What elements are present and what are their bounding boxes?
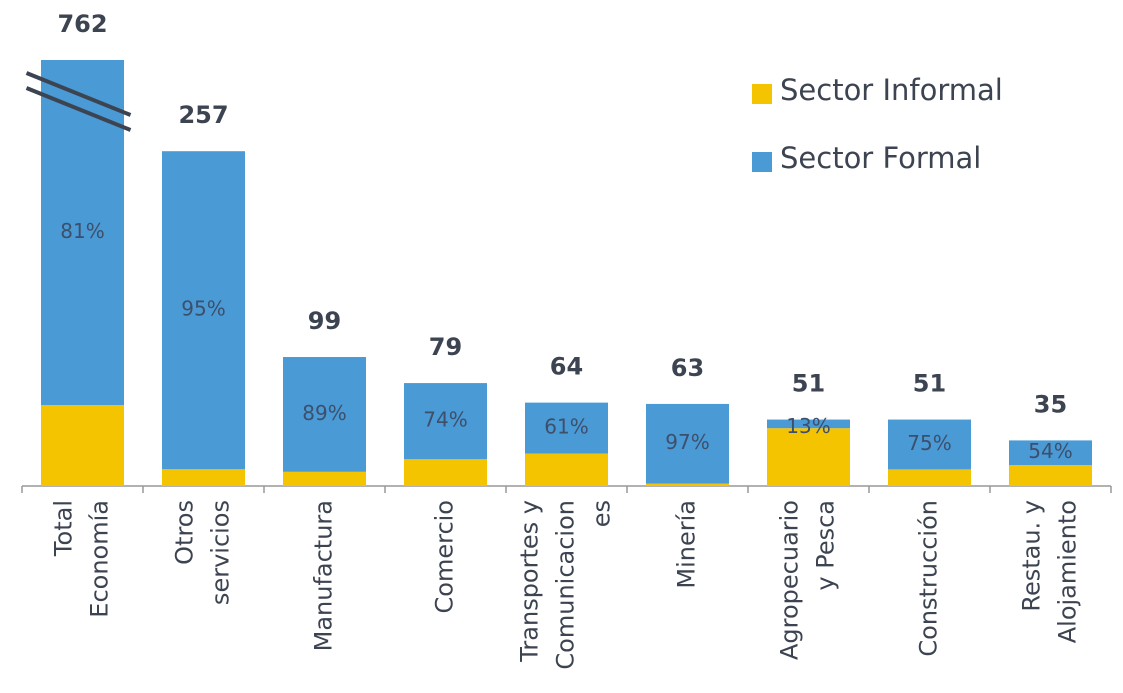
x-tick-label: y Pesca <box>812 500 840 591</box>
share-label: 75% <box>907 431 951 455</box>
x-tick-label: Agropecuario <box>776 500 804 660</box>
bar-segment <box>283 471 366 486</box>
share-label: 74% <box>423 408 467 432</box>
total-label: 257 <box>178 101 228 129</box>
bar-segment <box>162 151 245 470</box>
share-label: 61% <box>544 415 588 439</box>
bar-segment <box>404 459 487 486</box>
bar-segment <box>525 453 608 486</box>
x-tick-label: Comercio <box>431 500 459 613</box>
x-tick-label: Alojamiento <box>1054 500 1082 643</box>
x-tick-label: Manufactura <box>310 500 338 651</box>
share-label: 13% <box>786 414 830 438</box>
total-label: 51 <box>792 370 825 398</box>
x-tick-label: Total <box>50 500 78 557</box>
x-tick-label: servicios <box>207 500 235 605</box>
x-tick-label: Minería <box>673 500 701 589</box>
x-tick-label: Comunicacion <box>552 500 580 670</box>
bar-segment <box>404 383 487 460</box>
share-label: 97% <box>665 430 709 454</box>
total-label: 99 <box>308 307 341 335</box>
bar-segment <box>767 428 850 486</box>
share-label: 89% <box>302 401 346 425</box>
bar-segment <box>1009 465 1092 486</box>
legend-label: Sector Informal <box>780 73 1003 107</box>
axis-break <box>25 86 132 132</box>
total-label: 64 <box>550 353 583 381</box>
total-label: 35 <box>1034 390 1067 418</box>
legend-label: Sector Formal <box>780 141 981 175</box>
bar-segment <box>646 483 729 486</box>
bar-segment <box>525 402 608 454</box>
x-tick-label: Economía <box>86 500 114 618</box>
bar-segment <box>888 419 971 470</box>
legend-swatch <box>752 152 772 172</box>
bar-segment <box>283 357 366 472</box>
share-label: 81% <box>60 219 104 243</box>
share-label: 95% <box>181 297 225 321</box>
total-label: 51 <box>913 370 946 398</box>
x-tick-label: Restau. y <box>1018 500 1046 612</box>
x-tick-label: es <box>588 500 616 527</box>
bar-segment <box>888 469 971 486</box>
total-label: 762 <box>57 10 107 38</box>
axis-break <box>25 71 132 117</box>
x-tick-label: Construcción <box>915 500 943 657</box>
total-label: 63 <box>671 354 704 382</box>
bar-segment <box>41 405 124 486</box>
bar-segment <box>1009 440 1092 466</box>
x-tick-label: Transportes y <box>516 500 544 663</box>
bar-segment <box>41 60 124 406</box>
share-label: 54% <box>1028 439 1072 463</box>
legend-swatch <box>752 84 772 104</box>
bar-segment <box>767 419 850 429</box>
bar-segment <box>646 403 729 484</box>
x-tick-label: Otros <box>171 500 199 565</box>
total-label: 79 <box>429 333 462 361</box>
bar-segment <box>162 469 245 486</box>
